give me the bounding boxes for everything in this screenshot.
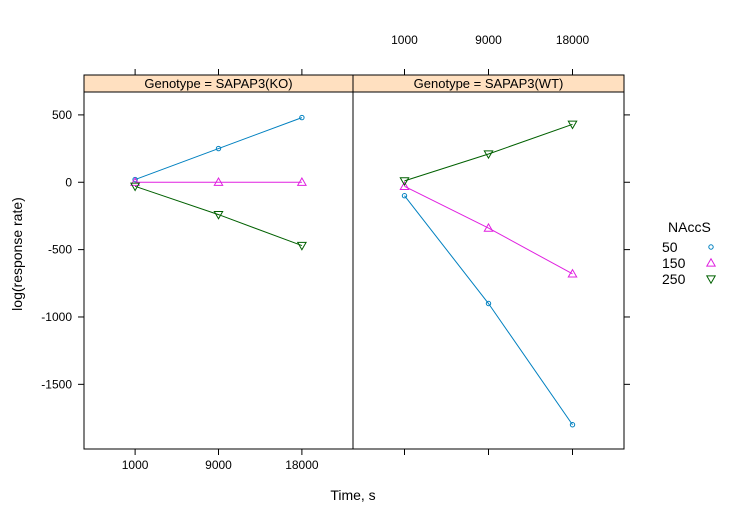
data-point <box>399 181 410 190</box>
series-line-150 <box>404 185 573 275</box>
y-tick-label: 0 <box>65 175 72 189</box>
x-tick-label: 18000 <box>285 458 319 472</box>
data-point <box>569 422 576 428</box>
data-point <box>705 275 717 285</box>
data-point <box>567 268 578 278</box>
data-point <box>130 177 141 186</box>
y-axis-label: log(response rate) <box>9 197 25 311</box>
data-point <box>213 177 224 186</box>
panel-2: Genotype = SAPAP3(WT) 1000 9000 18000 <box>352 33 625 455</box>
panel-frame <box>83 74 354 450</box>
y-tick-label: -1000 <box>41 310 72 324</box>
x-tick-label: 18000 <box>556 33 590 47</box>
data-point <box>705 257 717 267</box>
series-line-250 <box>404 123 573 182</box>
data-point <box>483 222 494 232</box>
panel-frame <box>352 74 625 450</box>
x-tick-label: 1000 <box>391 33 418 47</box>
y-axis: 500 0 -500 -1000 -1500 <box>41 108 630 391</box>
data-point <box>299 114 305 121</box>
data-point <box>296 177 307 186</box>
data-point <box>215 145 222 152</box>
y-tick-label: 500 <box>52 108 72 122</box>
legend-entry-label: 50 <box>662 239 678 255</box>
series-line-50 <box>134 117 303 181</box>
y-tick-label: -1500 <box>41 377 72 391</box>
data-point <box>485 300 492 307</box>
data-point <box>213 210 224 220</box>
data-point <box>130 182 141 192</box>
data-point <box>567 120 578 130</box>
x-tick-label: 9000 <box>475 33 502 47</box>
data-point <box>708 244 714 250</box>
panel-strip-label: Genotype = SAPAP3(KO) <box>144 76 292 91</box>
legend-entry-label: 150 <box>662 255 686 271</box>
x-axis-label: Time, s <box>330 487 375 503</box>
panel-strip-label: Genotype = SAPAP3(WT) <box>414 76 564 91</box>
data-point <box>483 150 494 160</box>
data-point <box>399 177 410 187</box>
data-point <box>296 241 307 251</box>
series-line-250 <box>134 185 303 247</box>
series-line-50 <box>404 195 573 426</box>
x-tick-label: 9000 <box>205 458 232 472</box>
y-tick-label: -500 <box>48 243 72 257</box>
panel-1: Genotype = SAPAP3(KO) 1000 9000 18000 <box>83 69 354 472</box>
x-tick-label: 1000 <box>122 458 149 472</box>
legend-title: NAccS <box>668 219 711 235</box>
data-point <box>401 193 408 199</box>
legend-entry-label: 250 <box>662 271 686 287</box>
panels: Genotype = SAPAP3(KO)1000 9000 18000Genoty… <box>41 33 630 472</box>
